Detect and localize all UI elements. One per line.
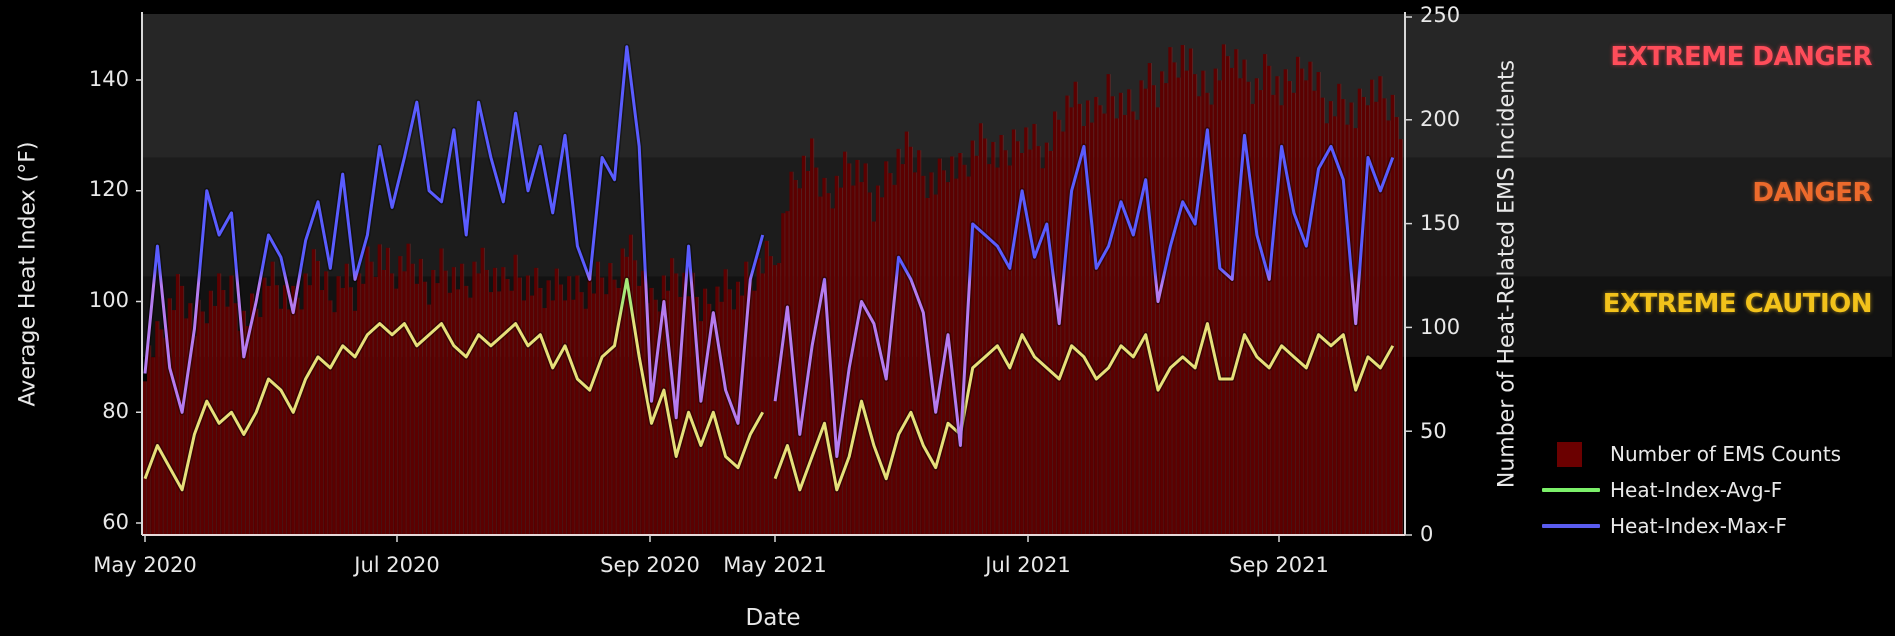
x-tick-may-2020: May 2020 [93,553,197,577]
x-tick-jul-2020: Jul 2020 [354,553,440,577]
band-label-extreme-caution: EXTREME CAUTION [1602,289,1873,319]
left-tick-140: 140 [88,67,129,91]
y-axis-right-title: Number of Heat-Related EMS Incidents [1494,59,1520,489]
legend-label-avg: Heat-Index-Avg-F [1610,478,1783,502]
legend-label-max: Heat-Index-Max-F [1610,514,1788,538]
series-line [143,45,765,425]
right-tick-200: 200 [1420,107,1461,131]
x-tick-sep-2020: Sep 2020 [600,553,700,577]
legend-label-ems: Number of EMS Counts [1610,442,1842,466]
heat-band [142,14,1892,158]
right-tick-0: 0 [1420,522,1434,546]
band-label-extreme-danger: EXTREME DANGER [1610,42,1872,72]
right-tick-250: 250 [1420,3,1461,27]
right-tick-150: 150 [1420,211,1461,235]
left-tick-80: 80 [102,399,129,423]
green-line-swatch-icon [1542,488,1600,492]
x-tick-jul-2021: Jul 2021 [985,553,1071,577]
series-line [143,277,765,492]
band-label-danger: DANGER [1752,178,1872,208]
left-tick-60: 60 [102,510,129,534]
x-tick-may-2021: May 2021 [723,553,827,577]
series-line [773,322,1395,492]
right-tick-100: 100 [1420,315,1461,339]
left-tick-120: 120 [88,177,129,201]
x-axis-title: Date [745,605,801,631]
y-axis-left-title: Average Heat Index (°F) [15,141,41,407]
left-tick-100: 100 [88,288,129,312]
x-tick-sep-2021: Sep 2021 [1229,553,1329,577]
right-tick-50: 50 [1420,419,1447,443]
blue-line-swatch-icon [1542,524,1600,528]
series-line [773,128,1395,458]
bar-swatch-icon [1557,441,1582,467]
